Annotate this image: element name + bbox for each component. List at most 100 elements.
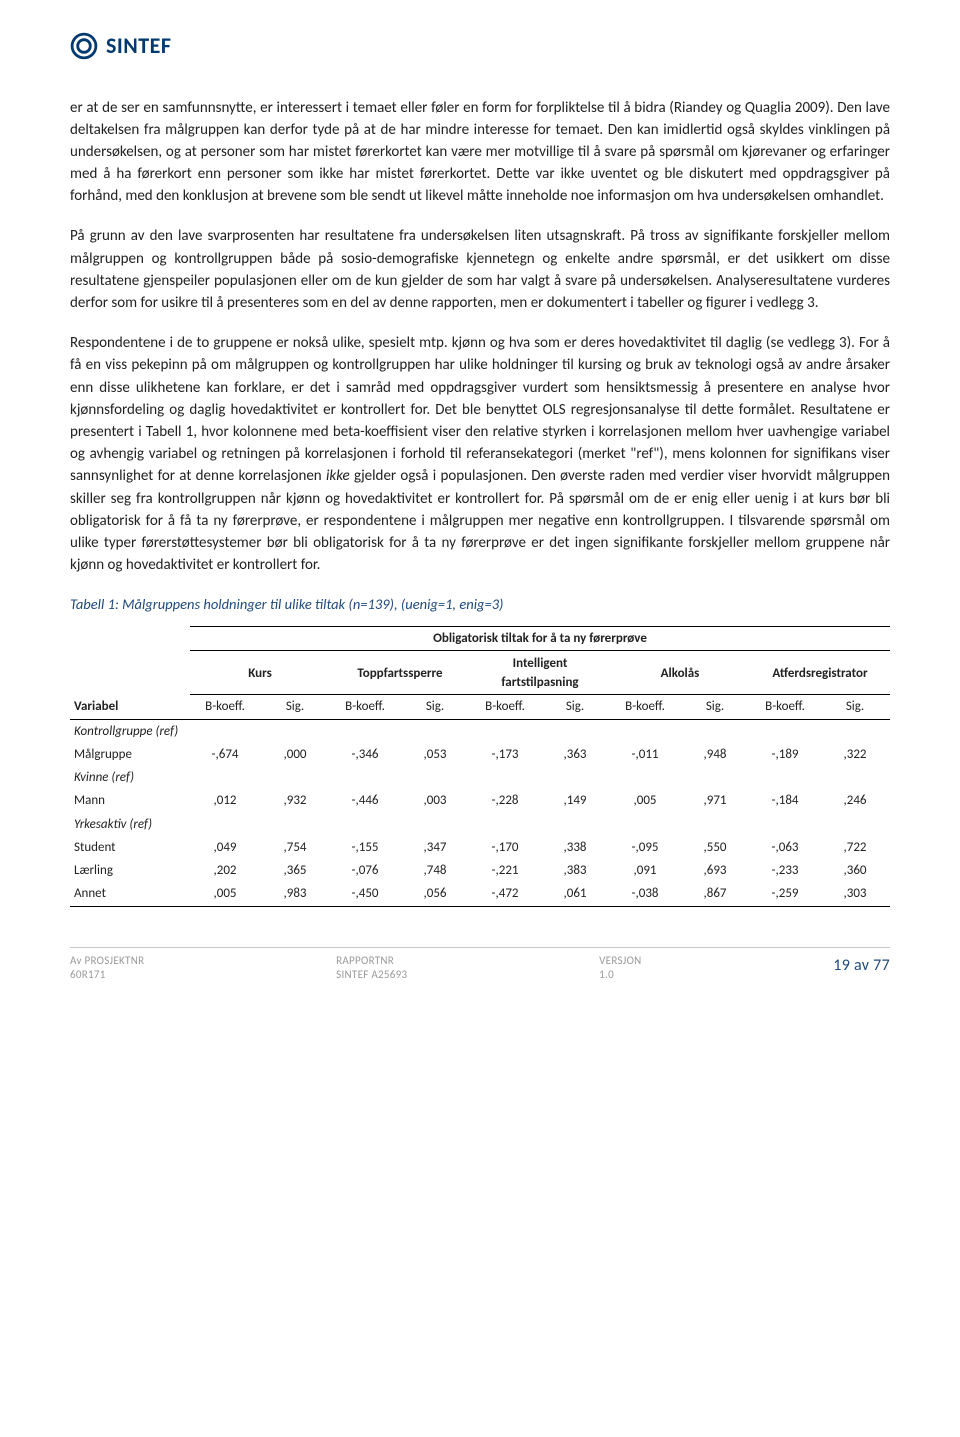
- cell: ,056: [400, 882, 470, 906]
- cell: ,049: [190, 836, 260, 859]
- sub-sig-1: Sig.: [400, 695, 470, 719]
- row-label: Mann: [70, 789, 190, 812]
- cell: ,338: [540, 836, 610, 859]
- cell: -,446: [330, 789, 400, 812]
- cell: ,748: [400, 859, 470, 882]
- cell: -,155: [330, 836, 400, 859]
- group-alkolaas: Alkolås: [610, 650, 750, 694]
- cell: -,346: [330, 743, 400, 766]
- cell: ,012: [190, 789, 260, 812]
- paragraph-3: Respondentene i de to gruppene er nokså …: [70, 332, 890, 576]
- cell: ,722: [820, 836, 890, 859]
- col-variabel: Variabel: [70, 695, 190, 719]
- cell: ,322: [820, 743, 890, 766]
- cell: ,303: [820, 882, 890, 906]
- cell: ,053: [400, 743, 470, 766]
- group-kurs: Kurs: [190, 650, 330, 694]
- footer-prosjekt-label: Av PROSJEKTNR: [70, 954, 144, 969]
- footer-page-number: 19 av 77: [833, 954, 890, 984]
- cell: ,932: [260, 789, 330, 812]
- footer-col-versjon: VERSJON 1.0: [599, 954, 641, 984]
- footer-versjon-label: VERSJON: [599, 954, 641, 969]
- sub-sig-0: Sig.: [260, 695, 330, 719]
- cell: ,365: [260, 859, 330, 882]
- cell: ,867: [680, 882, 750, 906]
- page-footer: Av PROSJEKTNR 60R171 RAPPORTNR SINTEF A2…: [70, 947, 890, 984]
- paragraph-2: På grunn av den lave svarprosenten har r…: [70, 225, 890, 314]
- table-body: Kontrollgruppe (ref) Målgruppe -,674 ,00…: [70, 719, 890, 906]
- cell: ,347: [400, 836, 470, 859]
- table-row: Målgruppe -,674 ,000 -,346 ,053 -,173 ,3…: [70, 743, 890, 766]
- row-label: Student: [70, 836, 190, 859]
- cell: ,005: [190, 882, 260, 906]
- cell: -,233: [750, 859, 820, 882]
- sub-b-0: B-koeff.: [190, 695, 260, 719]
- cell: ,948: [680, 743, 750, 766]
- ref-kvinne: Kvinne (ref): [70, 766, 890, 789]
- cell: -,674: [190, 743, 260, 766]
- paragraph-3-italic: ikke: [326, 467, 350, 485]
- table-caption: Tabell 1: Målgruppens holdninger til uli…: [70, 594, 890, 615]
- row-label: Annet: [70, 882, 190, 906]
- cell: ,149: [540, 789, 610, 812]
- footer-rapport-label: RAPPORTNR: [336, 954, 407, 969]
- cell: -,170: [470, 836, 540, 859]
- footer-col-prosjekt: Av PROSJEKTNR 60R171: [70, 954, 144, 984]
- cell: ,754: [260, 836, 330, 859]
- table-row: Annet ,005 ,983 -,450 ,056 -,472 ,061 -,…: [70, 882, 890, 906]
- paragraph-1: er at de ser en samfunnsnytte, er intere…: [70, 97, 890, 208]
- sub-sig-2: Sig.: [540, 695, 610, 719]
- sub-b-1: B-koeff.: [330, 695, 400, 719]
- footer-prosjekt-val: 60R171: [70, 968, 144, 983]
- cell: -,221: [470, 859, 540, 882]
- cell: -,076: [330, 859, 400, 882]
- sub-sig-3: Sig.: [680, 695, 750, 719]
- cell: -,189: [750, 743, 820, 766]
- cell: ,061: [540, 882, 610, 906]
- paragraph-3a: Respondentene i de to gruppene er nokså …: [70, 334, 890, 485]
- brand-name: SINTEF: [106, 30, 171, 63]
- cell: ,091: [610, 859, 680, 882]
- sintef-logo-icon: [70, 32, 98, 60]
- cell: ,202: [190, 859, 260, 882]
- ref-yrkesaktiv: Yrkesaktiv (ref): [70, 813, 890, 836]
- cell: -,063: [750, 836, 820, 859]
- cell: ,550: [680, 836, 750, 859]
- sub-b-4: B-koeff.: [750, 695, 820, 719]
- sub-b-2: B-koeff.: [470, 695, 540, 719]
- footer-col-rapport: RAPPORTNR SINTEF A25693: [336, 954, 407, 984]
- cell: -,259: [750, 882, 820, 906]
- row-label: Målgruppe: [70, 743, 190, 766]
- cell: ,693: [680, 859, 750, 882]
- cell: ,360: [820, 859, 890, 882]
- cell: -,173: [470, 743, 540, 766]
- cell: ,003: [400, 789, 470, 812]
- sub-b-3: B-koeff.: [610, 695, 680, 719]
- footer-versjon-val: 1.0: [599, 968, 641, 983]
- cell: ,246: [820, 789, 890, 812]
- row-label: Lærling: [70, 859, 190, 882]
- table-row: Student ,049 ,754 -,155 ,347 -,170 ,338 …: [70, 836, 890, 859]
- cell: ,005: [610, 789, 680, 812]
- cell: ,983: [260, 882, 330, 906]
- sub-sig-4: Sig.: [820, 695, 890, 719]
- cell: -,038: [610, 882, 680, 906]
- table-super-header: Obligatorisk tiltak for å ta ny førerprø…: [190, 626, 890, 650]
- cell: -,184: [750, 789, 820, 812]
- group-intelligent: Intelligent fartstilpasning: [470, 650, 610, 694]
- cell: -,450: [330, 882, 400, 906]
- group-atferd: Atferdsregistrator: [750, 650, 890, 694]
- cell: -,472: [470, 882, 540, 906]
- brand-logo: SINTEF: [70, 30, 890, 63]
- cell: -,095: [610, 836, 680, 859]
- cell: ,000: [260, 743, 330, 766]
- group-toppfart: Toppfartssperre: [330, 650, 470, 694]
- cell: ,363: [540, 743, 610, 766]
- table-row: Mann ,012 ,932 -,446 ,003 -,228 ,149 ,00…: [70, 789, 890, 812]
- cell: -,011: [610, 743, 680, 766]
- cell: ,383: [540, 859, 610, 882]
- footer-rapport-val: SINTEF A25693: [336, 968, 407, 983]
- cell: ,971: [680, 789, 750, 812]
- cell: -,228: [470, 789, 540, 812]
- ref-kontroll: Kontrollgruppe (ref): [70, 719, 890, 743]
